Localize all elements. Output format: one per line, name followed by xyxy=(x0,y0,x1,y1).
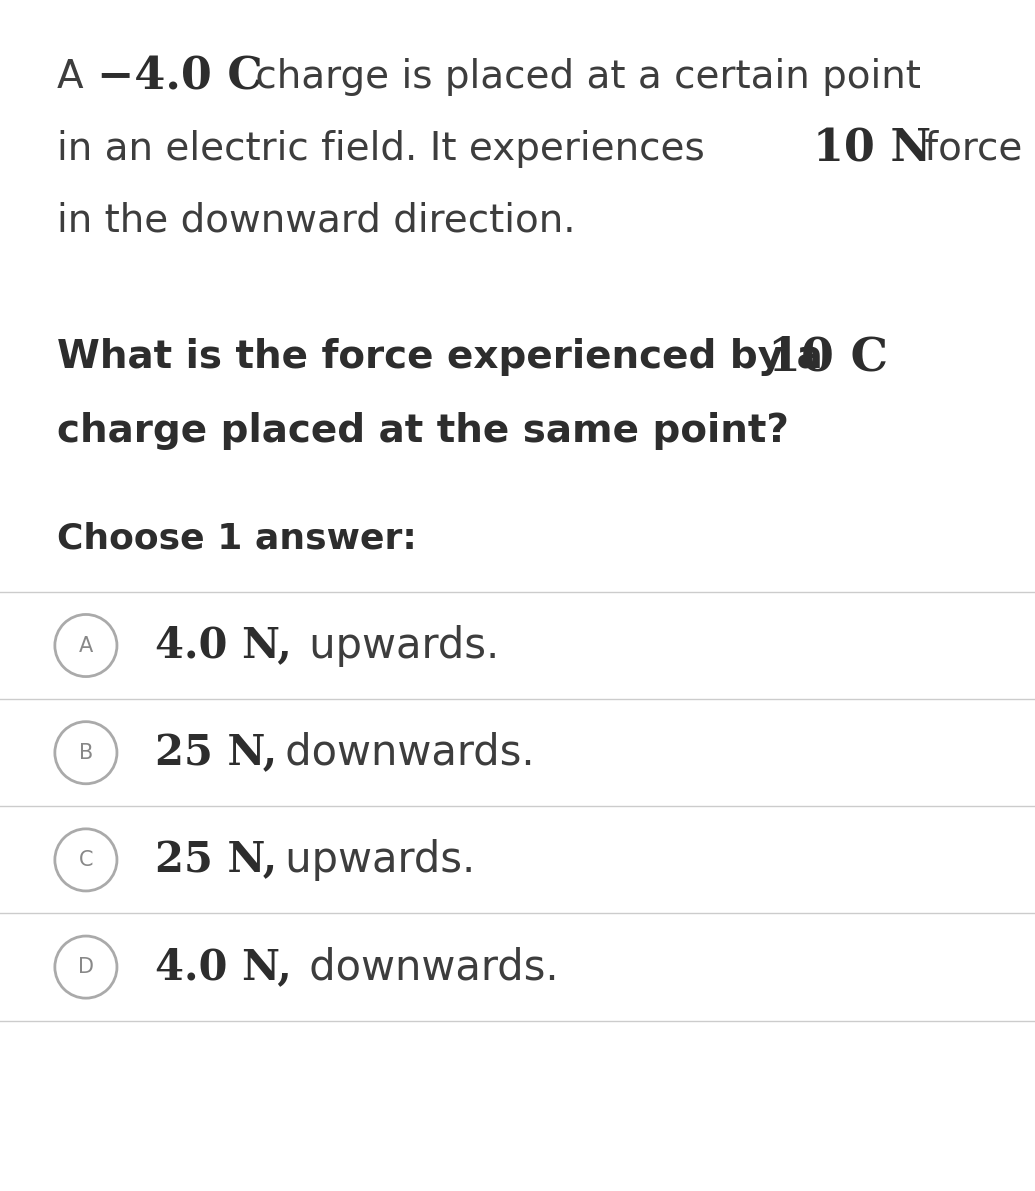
Text: −4.0 C: −4.0 C xyxy=(97,56,263,99)
Text: in the downward direction.: in the downward direction. xyxy=(57,201,575,239)
Text: 4.0 N,: 4.0 N, xyxy=(155,946,292,989)
Text: 10 N: 10 N xyxy=(812,127,930,170)
Text: upwards.: upwards. xyxy=(296,624,499,667)
Text: charge is placed at a certain point: charge is placed at a certain point xyxy=(243,58,921,96)
Text: upwards.: upwards. xyxy=(272,838,475,881)
Text: C: C xyxy=(79,850,93,869)
Text: charge placed at the same point?: charge placed at the same point? xyxy=(57,412,789,450)
Text: in an electric field. It experiences: in an electric field. It experiences xyxy=(57,130,717,168)
Text: D: D xyxy=(78,958,94,977)
Text: 4.0 N,: 4.0 N, xyxy=(155,624,292,667)
Text: A: A xyxy=(57,58,96,96)
Text: 25 N,: 25 N, xyxy=(155,838,277,881)
Text: downwards.: downwards. xyxy=(272,731,535,774)
Text: Choose 1 answer:: Choose 1 answer: xyxy=(57,522,417,555)
Text: force: force xyxy=(913,130,1023,168)
Text: 25 N,: 25 N, xyxy=(155,731,277,774)
Text: A: A xyxy=(79,636,93,655)
Text: B: B xyxy=(79,743,93,762)
Text: 10 C: 10 C xyxy=(768,335,888,380)
Text: What is the force experienced by a: What is the force experienced by a xyxy=(57,338,836,376)
Text: downwards.: downwards. xyxy=(296,946,558,989)
